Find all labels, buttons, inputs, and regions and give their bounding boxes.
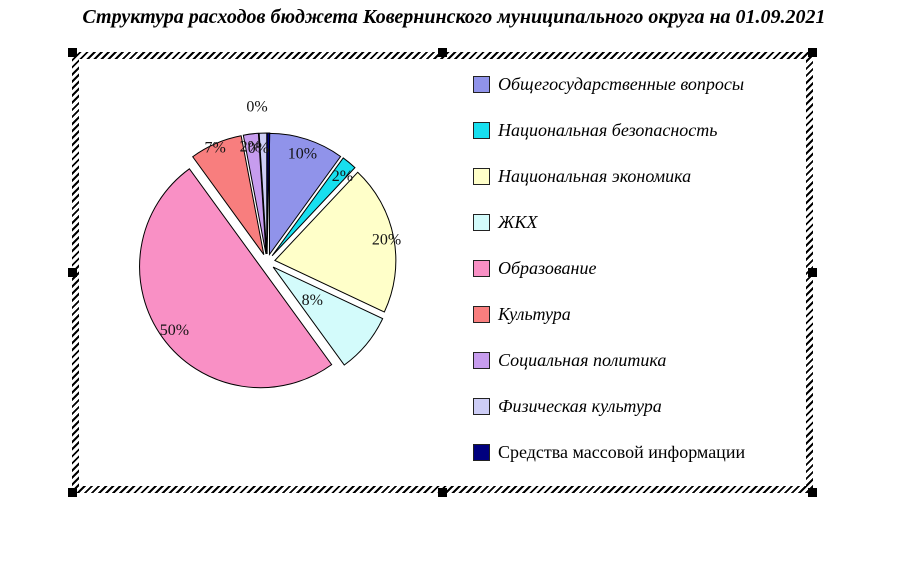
legend-swatch — [473, 397, 490, 415]
pie-slice-1[interactable] — [268, 132, 342, 256]
legend-item-5[interactable]: Образование — [473, 245, 793, 291]
percent-label: 0% — [248, 140, 269, 157]
legend-swatch — [473, 121, 490, 139]
legend-label: Социальная политика — [498, 349, 667, 370]
pie-slice-4[interactable] — [272, 266, 384, 366]
chart-area[interactable]: 10% 2% 20% 8% 50% 7% 2% 0% 0% Общегосударственны… — [79, 59, 806, 486]
legend-item-3[interactable]: Национальная экономика — [473, 153, 793, 199]
legend-label: Общегосударственные вопросы — [498, 73, 745, 94]
legend-swatch — [473, 351, 490, 369]
chart-selection-border: 10% 2% 20% 8% 50% 7% 2% 0% 0% Общегосударственны… — [68, 48, 817, 497]
percent-label: 20% — [372, 232, 401, 249]
selection-handle-n[interactable] — [438, 48, 447, 57]
pie-chart[interactable]: 10%2%20%8%50%7% 2%0%0% — [102, 97, 432, 427]
chart-title: Структура расходов бюджета Ковернинского… — [82, 6, 826, 28]
legend-swatch — [473, 259, 490, 277]
percent-label: 10% — [288, 146, 317, 163]
chart-legend: Общегосударственные вопросы Национальная … — [473, 61, 793, 475]
legend-label: Физическая культура — [498, 395, 662, 416]
pie-slice-3[interactable] — [274, 171, 397, 313]
legend-label: ЖКХ — [498, 211, 538, 232]
pie-slice-6[interactable] — [192, 135, 265, 255]
legend-item-2[interactable]: Национальная безопасность — [473, 107, 793, 153]
selection-handle-e[interactable] — [808, 268, 817, 277]
legend-item-4[interactable]: ЖКХ — [473, 199, 793, 245]
selection-handle-sw[interactable] — [68, 488, 77, 497]
legend-label: Национальная безопасность — [498, 119, 718, 140]
legend-label: Образование — [498, 257, 597, 278]
pie-slice-5[interactable] — [139, 168, 333, 389]
pie-slice-9[interactable] — [266, 132, 271, 255]
legend-item-8[interactable]: Физическая культура — [473, 383, 793, 429]
selection-handle-w[interactable] — [68, 268, 77, 277]
legend-swatch — [473, 75, 490, 93]
legend-label: Средства массовой информации — [498, 441, 746, 462]
selection-handle-ne[interactable] — [808, 48, 817, 57]
legend-label: Культура — [498, 303, 571, 324]
legend-swatch — [473, 167, 490, 185]
percent-label: 2% — [240, 139, 261, 156]
selection-handle-se[interactable] — [808, 488, 817, 497]
legend-item-1[interactable]: Общегосударственные вопросы — [473, 61, 793, 107]
percent-label: 7% — [205, 139, 226, 156]
percent-label: 8% — [302, 292, 323, 309]
percent-label: 50% — [160, 322, 189, 339]
legend-swatch — [473, 443, 490, 461]
selection-handle-s[interactable] — [438, 488, 447, 497]
legend-swatch — [473, 305, 490, 323]
percent-label: 2% — [332, 168, 353, 185]
legend-item-7[interactable]: Социальная политика — [473, 337, 793, 383]
legend-label: Национальная экономика — [498, 165, 692, 186]
selection-handle-nw[interactable] — [68, 48, 77, 57]
percent-label: 0% — [246, 99, 267, 116]
pie-slice-2[interactable] — [271, 157, 356, 257]
legend-item-6[interactable]: Культура — [473, 291, 793, 337]
legend-item-9[interactable]: Средства массовой информации — [473, 429, 793, 475]
legend-swatch — [473, 213, 490, 231]
pie-slice-7[interactable] — [242, 132, 267, 255]
